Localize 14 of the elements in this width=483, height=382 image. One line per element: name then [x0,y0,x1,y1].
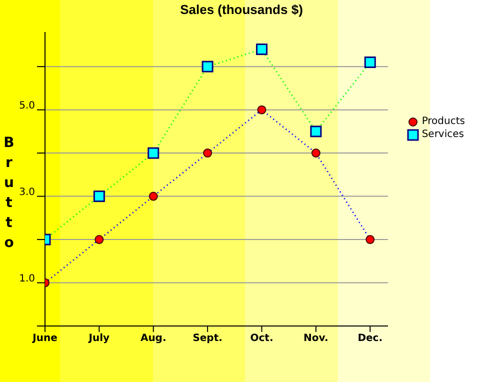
legend-label: Products [422,115,465,128]
y-tick-label: 5.0 [19,100,35,112]
x-tick-label: Aug. [140,333,166,344]
x-tick-label: Oct. [250,333,274,344]
x-tick-label: Nov. [304,333,328,344]
legend-label: Services [422,128,464,141]
y-axis-title: Brutto [2,134,16,253]
y-tick-label: 3.0 [19,186,35,198]
y-tick-label: 1.0 [19,273,35,284]
x-tick-label: Sept. [192,333,222,344]
x-tick-label: Dec. [358,333,383,344]
chart-title: Sales (thousands $) [179,2,304,17]
x-tick-label: June [32,333,58,344]
x-tick-label: July [88,333,110,344]
